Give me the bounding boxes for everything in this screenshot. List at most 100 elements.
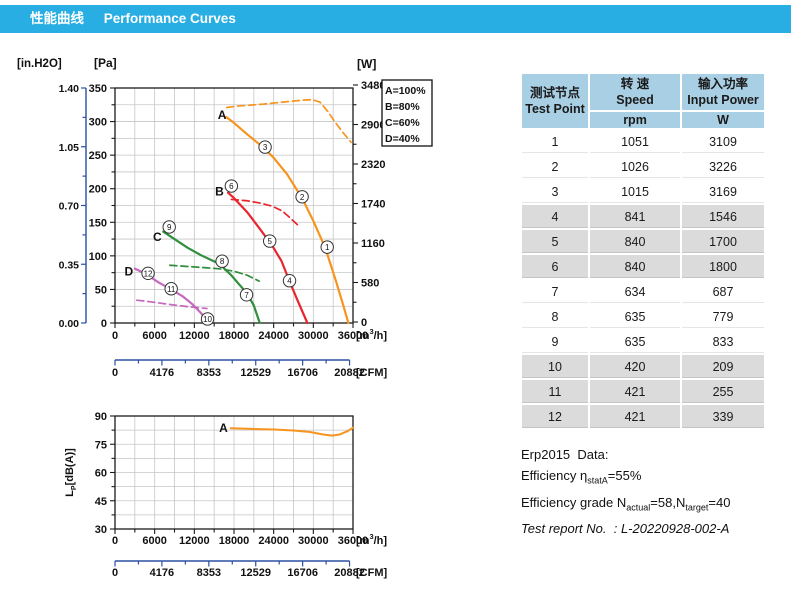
- tspan-element: [m: [356, 535, 370, 547]
- point-marker-10: [200, 312, 215, 326]
- text-element: [in.H2O]: [17, 58, 62, 70]
- table-cell: 687: [680, 278, 766, 305]
- curve-A-power: [225, 98, 352, 144]
- table-header: 测试节点 Test Point 转 速 Speed 输入功率 Input Pow…: [520, 72, 766, 130]
- legend-A=100%: A=100%: [385, 85, 426, 97]
- text-element: 12000: [179, 535, 210, 547]
- text-element: 5: [267, 237, 272, 246]
- tspan-element: 3: [369, 532, 373, 541]
- table-cell: 3169: [680, 178, 766, 205]
- tspan-element: [dB(A)]: [64, 448, 76, 486]
- text-element: 6: [229, 182, 234, 191]
- text-element: 6000: [142, 535, 166, 547]
- text-element: 11: [167, 285, 176, 294]
- tspan-element: L: [64, 490, 76, 497]
- table-cell: 833: [680, 328, 766, 355]
- table-cell: 840: [588, 253, 682, 280]
- text-element: 3: [263, 143, 268, 152]
- table-row: 11 421 255: [520, 378, 766, 405]
- curve-B: [226, 191, 309, 325]
- table-row: 8 635 779: [520, 303, 766, 330]
- test-point-table-wrap: 测试节点 Test Point 转 速 Speed 输入功率 Input Pow…: [520, 72, 766, 430]
- col2-zh: 转 速: [620, 77, 650, 91]
- text-element: 45: [95, 496, 107, 508]
- col2-en: Speed: [616, 93, 654, 107]
- text-element: 30000: [298, 330, 329, 342]
- text-element: 36000: [338, 330, 369, 342]
- text-element: 50: [95, 284, 107, 296]
- table-cell: 3109: [680, 128, 766, 155]
- text-element: 20882: [334, 567, 365, 579]
- table-cell: 1700: [680, 228, 766, 255]
- text-element: 8: [220, 257, 225, 266]
- table-cell: 635: [588, 303, 682, 330]
- table-row: 4 841 1546: [520, 203, 766, 230]
- col-power-header: 输入功率 Input Power: [680, 72, 766, 112]
- table-cell: 1051: [588, 128, 682, 155]
- text-element: 1.05: [59, 142, 80, 154]
- test-report-no: Test report No. : L-20220928-002-A: [521, 521, 730, 537]
- tspan-element: /h]: [374, 330, 388, 342]
- table-cell: 1800: [680, 253, 766, 280]
- text-element: 580: [361, 278, 379, 290]
- text-element: [Pa]: [94, 56, 117, 70]
- text-element: 2320: [361, 159, 385, 171]
- point-marker-7: [239, 288, 254, 302]
- point-marker-5: [263, 234, 277, 248]
- point-marker-9: [162, 220, 176, 234]
- point-marker-12: [141, 266, 155, 281]
- table-cell: 1: [520, 128, 590, 155]
- text-element: 60: [95, 468, 107, 480]
- erp-title: Erp2015 Data:: [521, 447, 609, 462]
- text-element: 30000: [298, 535, 329, 547]
- text-element: 36000: [338, 535, 369, 547]
- text-element: 150: [89, 217, 107, 229]
- text-element: 4176: [150, 567, 174, 579]
- point-marker-3: [258, 140, 272, 154]
- text-element: 18000: [219, 535, 250, 547]
- text-element: 30: [95, 524, 107, 536]
- point-marker-11: [164, 282, 178, 296]
- text-element: 200: [89, 184, 107, 196]
- curve-label-C: C: [153, 230, 162, 244]
- text-element: [CFM]: [356, 567, 387, 579]
- pressure-power-chart: 0 6000 12000 18000 24000 30000 36000[m3/h]0501…: [17, 56, 433, 379]
- table-cell: 8: [520, 303, 590, 330]
- table-row: 2 1026 3226: [520, 153, 766, 180]
- table-cell: 7: [520, 278, 590, 305]
- table-cell: 5: [520, 228, 590, 255]
- table-row: 10 420 209: [520, 353, 766, 380]
- point-marker-1: [320, 240, 334, 254]
- table-cell: 10: [520, 353, 590, 380]
- text-element: 0.00: [59, 318, 80, 330]
- noise-level-chart: 0 6000 12000 18000 24000 30000 36000[m3/h]3045…: [64, 411, 387, 579]
- table-cell: 9: [520, 328, 590, 355]
- text-element: 4: [287, 277, 292, 286]
- tspan-element: P: [71, 485, 78, 490]
- table-row: 9 635 833: [520, 328, 766, 355]
- table-cell: 4: [520, 203, 590, 230]
- text-element: 0.35: [59, 259, 80, 271]
- table-cell: 1546: [680, 203, 766, 230]
- table-cell: 2: [520, 153, 590, 180]
- col3-en: Input Power: [687, 93, 759, 107]
- table-cell: 841: [588, 203, 682, 230]
- text-element: 20882: [334, 367, 365, 379]
- page-title-en: Performance Curves: [103, 11, 236, 26]
- col1-zh: 测试节点: [529, 86, 580, 100]
- text-element: 2: [300, 193, 305, 202]
- legend-C=60%: C=60%: [385, 117, 420, 129]
- legend-D=40%: D=40%: [385, 133, 420, 145]
- table-cell: 12: [520, 403, 590, 430]
- col-test-point-header: 测试节点 Test Point: [520, 72, 590, 130]
- noise-curve-label-A: A: [219, 421, 228, 435]
- table-cell: 3226: [680, 153, 766, 180]
- table-row: 3 1015 3169: [520, 178, 766, 205]
- text-element: 0.70: [59, 201, 80, 213]
- curve-C: [162, 230, 261, 325]
- point-marker-2: [295, 190, 309, 204]
- text-element: [W]: [357, 57, 376, 71]
- text-element: 9: [167, 223, 172, 232]
- text-element: [m3/h]: [356, 327, 387, 342]
